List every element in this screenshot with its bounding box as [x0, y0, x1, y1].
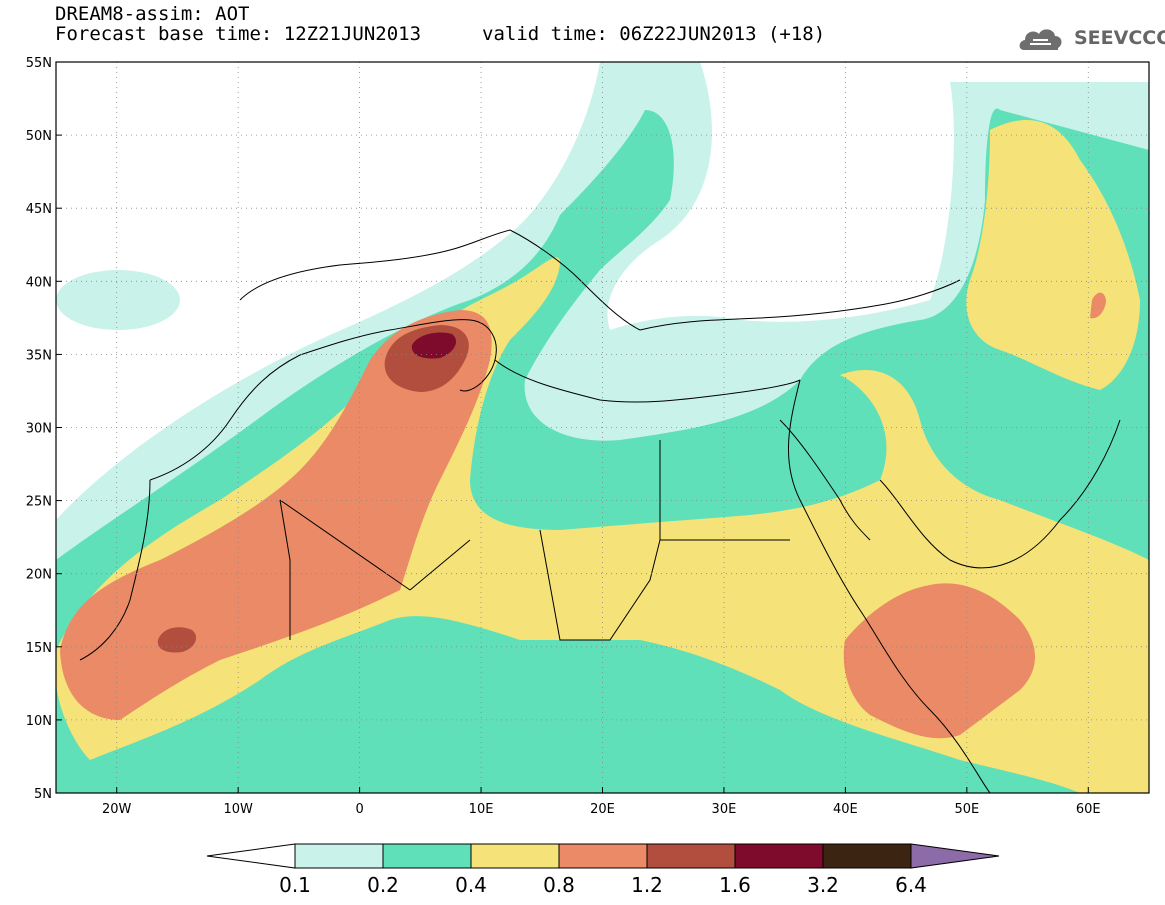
lon-label: 60E [1076, 802, 1101, 817]
lat-label: 25N [26, 495, 52, 510]
coastlines [79, 229, 1121, 793]
lat-label: 55N [26, 56, 52, 71]
cloud-icon [1019, 29, 1062, 50]
colorbar-segment [734, 843, 824, 869]
logo-text: SEEVCCC [1074, 27, 1165, 49]
latitude-axis: 55N 50N 45N 40N 35N 30N 25N 20N 15N 10N 5N [26, 56, 62, 802]
lon-label: 40E [833, 802, 858, 817]
lon-label: 10E [469, 802, 494, 817]
longitude-axis: 20W 10W 0 10E 20E 30E 40E 50E 60E [102, 787, 1101, 817]
lon-label: 20W [102, 802, 132, 817]
lat-label: 10N [26, 714, 52, 729]
colorbar-segment [822, 843, 912, 869]
lat-label: 50N [26, 129, 52, 144]
lat-label: 20N [26, 568, 52, 583]
lon-label: 0 [355, 802, 363, 817]
lat-label: 15N [26, 641, 52, 656]
forecast-base-time: Forecast base time: 12Z21JUN2013 [55, 23, 422, 45]
lon-label: 50E [954, 802, 979, 817]
model-title: DREAM8-assim: AOT [55, 3, 250, 25]
lat-label: 30N [26, 422, 52, 437]
lon-label: 20E [590, 802, 615, 817]
colorbar-level-label: 1.2 [631, 873, 663, 897]
lon-label: 30E [712, 802, 737, 817]
colorbar-segment [646, 843, 736, 869]
colorbar-level-label: 0.4 [455, 873, 487, 897]
colorbar-segment [294, 843, 384, 869]
colorbar-level-label: 6.4 [895, 873, 927, 897]
colorbar-under-arrow [206, 843, 296, 869]
lat-label: 40N [26, 275, 52, 290]
colorbar-over-arrow [910, 843, 1000, 869]
colorbar-segment [382, 843, 472, 869]
lat-label: 5N [34, 787, 52, 802]
lon-label: 10W [223, 802, 253, 817]
valid-time: valid time: 06Z22JUN2013 (+18) [482, 23, 826, 45]
colorbar-level-label: 3.2 [807, 873, 839, 897]
colorbar-segment [470, 843, 560, 869]
lat-label: 45N [26, 202, 52, 217]
colorbar-segment [558, 843, 648, 869]
colorbar: 0.1 0.2 0.4 0.8 1.2 1.6 3.2 6.4 [206, 843, 1000, 897]
colorbar-level-label: 0.8 [543, 873, 575, 897]
colorbar-level-label: 1.6 [719, 873, 751, 897]
colorbar-level-label: 0.2 [367, 873, 399, 897]
lat-label: 35N [26, 348, 52, 363]
colorbar-level-label: 0.1 [279, 873, 311, 897]
